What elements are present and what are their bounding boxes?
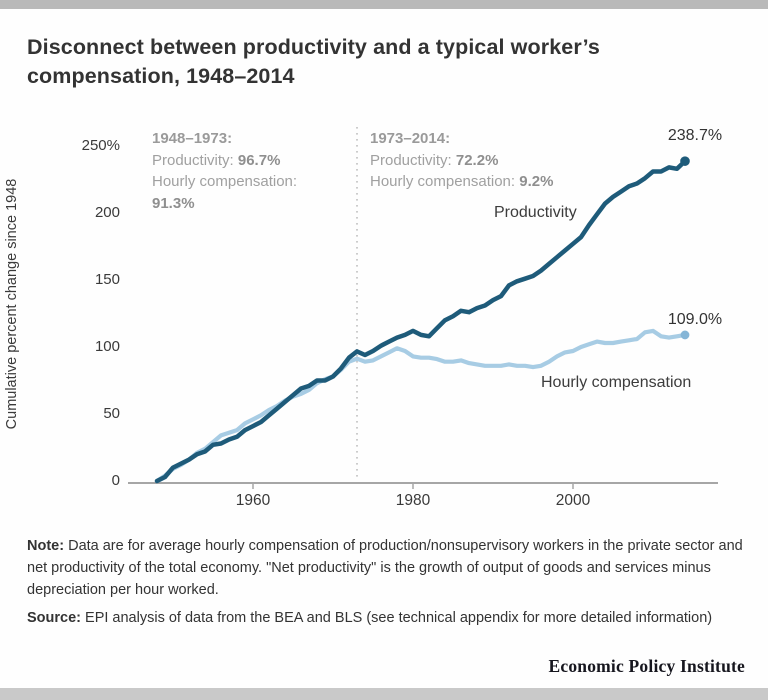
note-body: Data are for average hourly compensation… xyxy=(27,538,743,598)
annotation-compensation-row: Hourly compensation: 9.2% xyxy=(370,171,630,193)
productivity-series-label: Productivity xyxy=(494,204,577,221)
y-tick-label-100: 100 xyxy=(94,338,120,355)
y-tick-label-150: 150 xyxy=(94,271,120,288)
annotation-1973-2014: 1973–2014: Productivity: 72.2% Hourly co… xyxy=(370,128,630,193)
epi-wordmark: Economic Policy Institute xyxy=(548,656,745,676)
compensation-series-label: Hourly compensation xyxy=(541,374,692,391)
x-axis-ticks xyxy=(252,483,574,489)
source-prefix: Source: xyxy=(27,610,81,626)
note-text: Note: Data are for average hourly compen… xyxy=(27,535,749,601)
annotation-productivity-row: Productivity: 96.7% xyxy=(152,150,367,172)
annotation-label: Hourly compensation: xyxy=(370,173,520,190)
chart-title-line1: Disconnect between productivity and a ty… xyxy=(27,35,600,59)
productivity-end-value: 238.7% xyxy=(667,127,723,144)
annotation-value: 91.3% xyxy=(152,194,195,212)
y-tick-label-250: 250% xyxy=(81,137,120,154)
x-tick-label-2000: 2000 xyxy=(555,492,591,509)
annotation-label: Productivity: xyxy=(152,151,238,169)
y-tick-label-0: 0 xyxy=(111,472,120,489)
annotation-heading: 1948–1973: xyxy=(152,130,233,147)
annotation-compensation-value: 91.3% xyxy=(152,193,367,215)
annotation-value: 9.2% xyxy=(519,173,554,190)
y-tick-label-200: 200 xyxy=(94,204,120,221)
annotation-compensation-label: Hourly compensation: xyxy=(152,173,298,190)
chart-title-line2: compensation, 1948–2014 xyxy=(27,64,295,88)
annotation-value: 96.7% xyxy=(237,151,281,169)
x-tick-label-1960: 1960 xyxy=(235,492,271,509)
productivity-endpoint-dot xyxy=(680,156,690,166)
y-tick-label-50: 50 xyxy=(103,405,120,422)
top-divider-bar xyxy=(0,0,768,9)
source-text: Source: EPI analysis of data from the BE… xyxy=(27,607,749,629)
compensation-endpoint-dot xyxy=(680,330,690,340)
annotation-value: 72.2% xyxy=(455,151,499,169)
x-tick-label-1980: 1980 xyxy=(395,492,431,509)
annotation-heading: 1973–2014: xyxy=(370,130,451,147)
chart-title: Disconnect between productivity and a ty… xyxy=(27,33,667,91)
source-body: EPI analysis of data from the BEA and BL… xyxy=(81,610,713,626)
compensation-end-value: 109.0% xyxy=(667,311,723,328)
annotation-productivity-row: Productivity: 72.2% xyxy=(370,150,630,172)
annotation-label: Productivity: xyxy=(370,151,456,169)
bottom-divider-bar xyxy=(0,688,768,700)
note-prefix: Note: xyxy=(27,538,65,554)
annotation-1948-1973: 1948–1973: Productivity: 96.7% Hourly co… xyxy=(152,128,367,214)
compensation-line xyxy=(154,328,688,484)
